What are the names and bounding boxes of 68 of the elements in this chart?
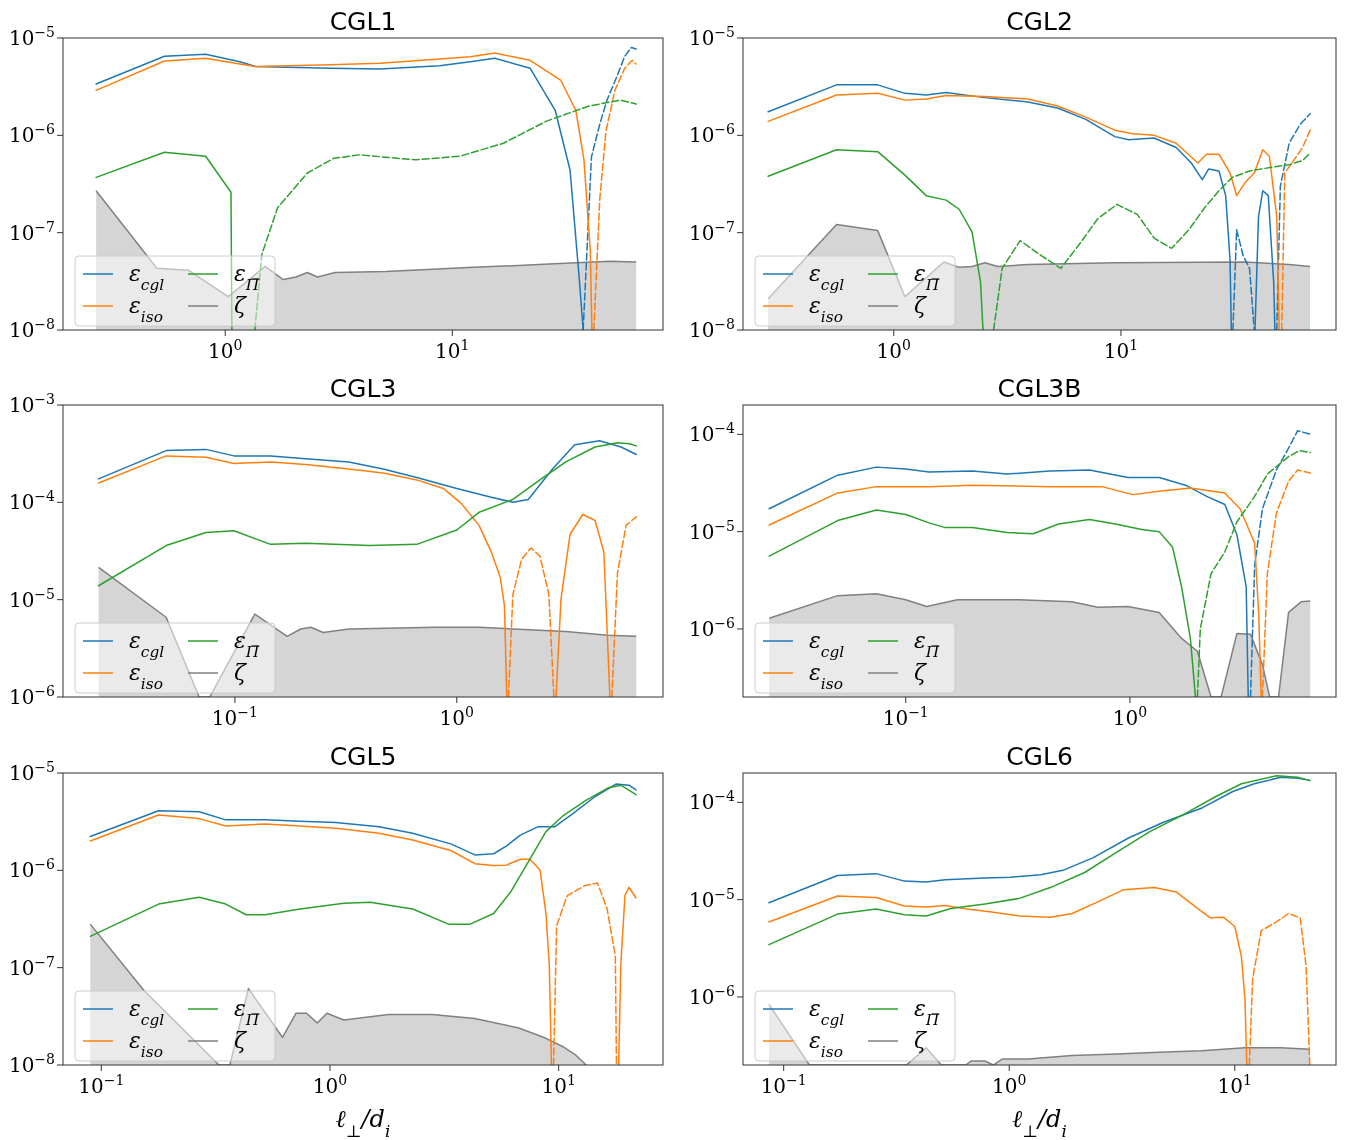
y-tick-label: 10$^{−4}$ (688, 420, 736, 447)
legend-label: ε$_{Π̅}$ (914, 628, 940, 661)
x-tick-label: 10$^{−1}$ (211, 704, 258, 730)
legend-label: ε$_{iso}$ (129, 660, 163, 693)
legend-label: ε$_{cgl}$ (809, 996, 845, 1029)
y-tick-label: 10$^{−6}$ (688, 982, 736, 1009)
legend-label: ε$_{iso}$ (809, 660, 843, 693)
legend-label: ε$_{Π̅}$ (914, 261, 940, 294)
legend-label: ε$_{Π̅}$ (234, 628, 260, 661)
legend-label: ε$_{cgl}$ (809, 261, 845, 294)
y-tick-label: 10$^{−5}$ (8, 24, 55, 50)
legend-label: ζ (914, 293, 928, 318)
y-tick-label: 10$^{−5}$ (8, 759, 55, 785)
y-tick-label: 10$^{−6}$ (8, 121, 56, 148)
legend-label: ζ (914, 660, 928, 685)
legend-label: ζ (234, 293, 248, 318)
x-tick-label: 10$^{1}$ (1217, 1072, 1252, 1098)
x-tick-label: 10$^{−1}$ (882, 704, 929, 730)
x-axis-title: ℓ$_{⊥}$/d$_{i}$ (1012, 1105, 1067, 1140)
x-tick-label: 10$^{0}$ (1112, 704, 1148, 730)
y-tick-label: 10$^{−5}$ (688, 517, 735, 544)
legend-label: ε$_{Π̅}$ (914, 996, 940, 1029)
x-tick-label: 10$^{1}$ (435, 337, 470, 363)
legend-label: ε$_{cgl}$ (129, 261, 165, 294)
y-tick-label: 10$^{−8}$ (688, 316, 735, 342)
legend-label: ε$_{Π̅}$ (234, 261, 260, 294)
legend-label: ζ (914, 1028, 928, 1053)
x-tick-label: 10$^{0}$ (312, 1072, 348, 1098)
y-tick-label: 10$^{−5}$ (8, 585, 55, 612)
chart-title: CGL5 (329, 742, 397, 771)
y-tick-label: 10$^{−7}$ (8, 218, 55, 245)
legend-label: ε$_{Π̅}$ (234, 996, 260, 1029)
x-tick-label: 10$^{0}$ (992, 1072, 1027, 1098)
chart-title: CGL2 (1006, 7, 1073, 36)
x-tick-label: 10$^{0}$ (439, 704, 474, 730)
x-tick-label: 10$^{1}$ (541, 1072, 576, 1098)
legend-label: ε$_{iso}$ (809, 1028, 843, 1061)
legend-label: ε$_{iso}$ (129, 1028, 163, 1061)
x-tick-label: 10$^{−1}$ (78, 1072, 125, 1098)
legend-label: ζ (234, 660, 248, 685)
x-tick-label: 10$^{0}$ (208, 337, 243, 363)
x-tick-label: 10$^{0}$ (876, 337, 911, 363)
y-tick-label: 10$^{−6}$ (688, 121, 736, 148)
y-tick-label: 10$^{−7}$ (8, 953, 55, 980)
y-tick-label: 10$^{−8}$ (8, 316, 55, 342)
y-tick-label: 10$^{−5}$ (688, 885, 735, 912)
y-tick-label: 10$^{−6}$ (688, 614, 736, 641)
legend-label: ε$_{iso}$ (809, 293, 843, 326)
y-tick-label: 10$^{−8}$ (8, 1051, 55, 1077)
legend-label: ε$_{cgl}$ (809, 628, 845, 661)
legend-label: ε$_{cgl}$ (129, 996, 165, 1029)
x-tick-label: 10$^{−1}$ (760, 1072, 807, 1098)
chart-title: CGL1 (329, 7, 397, 36)
y-tick-label: 10$^{−3}$ (8, 391, 55, 417)
legend-label: ε$_{cgl}$ (129, 628, 165, 661)
chart-title: CGL3 (329, 374, 397, 403)
y-tick-label: 10$^{−7}$ (688, 218, 735, 245)
y-tick-label: 10$^{−5}$ (688, 24, 735, 50)
chart-title: CGL6 (1006, 742, 1073, 771)
legend-label: ζ (234, 1028, 248, 1053)
legend-label: ε$_{iso}$ (129, 293, 163, 326)
y-tick-label: 10$^{−6}$ (8, 683, 56, 709)
x-axis-title: ℓ$_{⊥}$/d$_{i}$ (335, 1105, 391, 1140)
y-tick-label: 10$^{−6}$ (8, 856, 56, 883)
chart-title: CGL3B (997, 374, 1082, 403)
y-tick-label: 10$^{−4}$ (688, 788, 736, 815)
y-tick-label: 10$^{−4}$ (8, 488, 56, 515)
x-tick-label: 10$^{1}$ (1103, 337, 1139, 363)
